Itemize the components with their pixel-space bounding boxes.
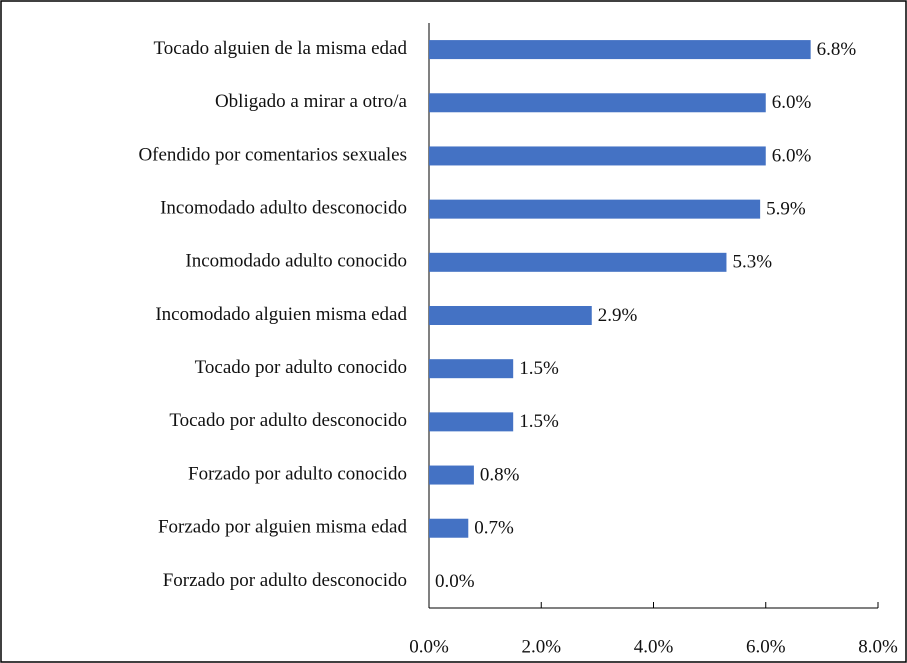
value-label: 0.8% <box>480 464 520 485</box>
y-tick-label: Incomodado adulto conocido <box>185 251 407 272</box>
value-label: 6.0% <box>772 92 812 113</box>
bar <box>429 199 761 219</box>
bar <box>429 40 811 60</box>
y-tick-label: Incomodado alguien misma edad <box>155 304 407 325</box>
x-tick-label: 0.0% <box>409 636 449 657</box>
y-tick-label: Forzado por adulto conocido <box>188 463 407 484</box>
value-label: 6.8% <box>817 39 857 60</box>
x-tick-label: 6.0% <box>746 636 786 657</box>
y-tick-label: Incomodado adulto desconocido <box>160 197 407 218</box>
bar <box>429 306 592 325</box>
y-tick-label: Forzado por alguien misma edad <box>158 517 408 538</box>
value-label: 1.5% <box>519 411 559 432</box>
value-label: 0.7% <box>474 518 514 539</box>
value-label: 1.5% <box>519 358 559 379</box>
y-tick-label: Tocado por adulto desconocido <box>169 410 407 431</box>
bar <box>429 93 766 113</box>
x-tick-label: 2.0% <box>521 636 561 657</box>
y-tick-label: Tocado por adulto conocido <box>195 357 407 378</box>
value-label: 5.9% <box>766 198 806 219</box>
value-label: 0.0% <box>435 571 475 592</box>
value-label: 6.0% <box>772 145 812 166</box>
bar <box>429 146 766 166</box>
value-label: 2.9% <box>598 305 638 326</box>
bar <box>429 412 514 432</box>
x-tick-label: 4.0% <box>634 636 674 657</box>
y-tick-label: Tocado alguien de la misma edad <box>154 38 408 59</box>
bar <box>429 518 469 538</box>
x-tick-label: 8.0% <box>858 636 898 657</box>
bar <box>429 252 727 272</box>
bar <box>429 359 514 379</box>
y-tick-label: Forzado por adulto desconocido <box>163 570 407 591</box>
y-tick-label: Ofendido por comentarios sexuales <box>138 144 407 165</box>
value-label: 5.3% <box>732 252 772 273</box>
bar <box>429 465 474 485</box>
y-tick-label: Obligado a mirar a otro/a <box>215 91 408 112</box>
